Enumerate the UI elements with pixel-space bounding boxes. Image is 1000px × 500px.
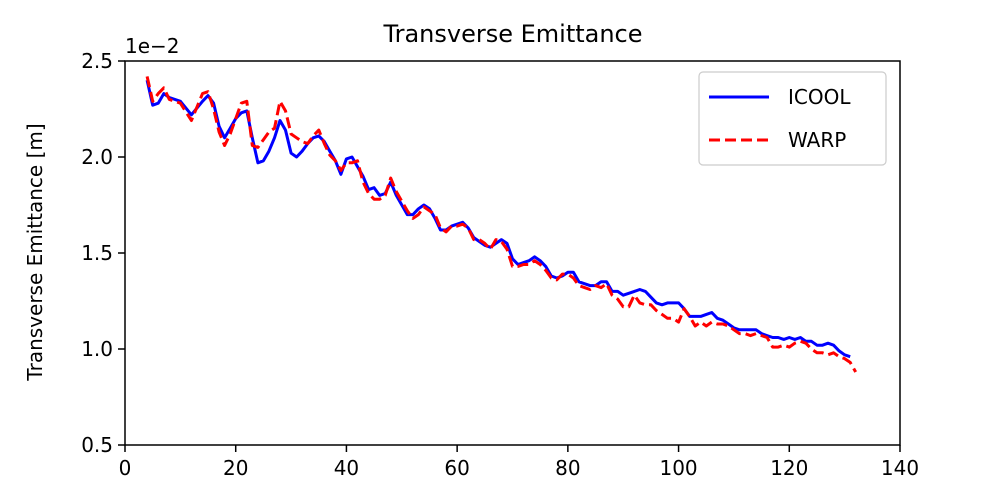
x-tick-label: 60 [444, 456, 469, 480]
legend-box [698, 71, 887, 166]
x-tick-label: 20 [223, 456, 248, 480]
x-tick-label: 120 [770, 456, 808, 480]
series-line-icool [145, 79, 851, 359]
y-tick-label: 2.5 [81, 49, 113, 73]
legend-label-warp: WARP [788, 128, 846, 152]
x-tick-label: 0 [119, 456, 132, 480]
x-tick-label: 40 [334, 456, 359, 480]
legend: ICOOL WARP [698, 71, 887, 166]
y-tick-label: 0.5 [81, 433, 113, 457]
plot-frame [124, 60, 901, 446]
y-tick-label: 1.5 [81, 241, 113, 265]
y-axis-ticks: 0.5 1.0 1.5 2.0 2.5 [81, 49, 125, 457]
legend-label-icool: ICOOL [788, 85, 851, 109]
chart-title: Transverse Emittance [382, 20, 642, 48]
x-tick-label: 100 [659, 456, 697, 480]
y-tick-label: 1.0 [81, 337, 113, 361]
x-tick-label: 140 [881, 456, 919, 480]
y-scale-multiplier: 1e−2 [125, 34, 180, 58]
y-axis-label: Transverse Emittance [m] [23, 123, 47, 381]
series-lines [145, 76, 858, 373]
series-line-warp [145, 76, 858, 373]
y-tick-label: 2.0 [81, 145, 113, 169]
x-tick-label: 80 [555, 456, 580, 480]
x-axis-ticks: 0 20 40 60 80 100 120 140 [119, 445, 919, 480]
